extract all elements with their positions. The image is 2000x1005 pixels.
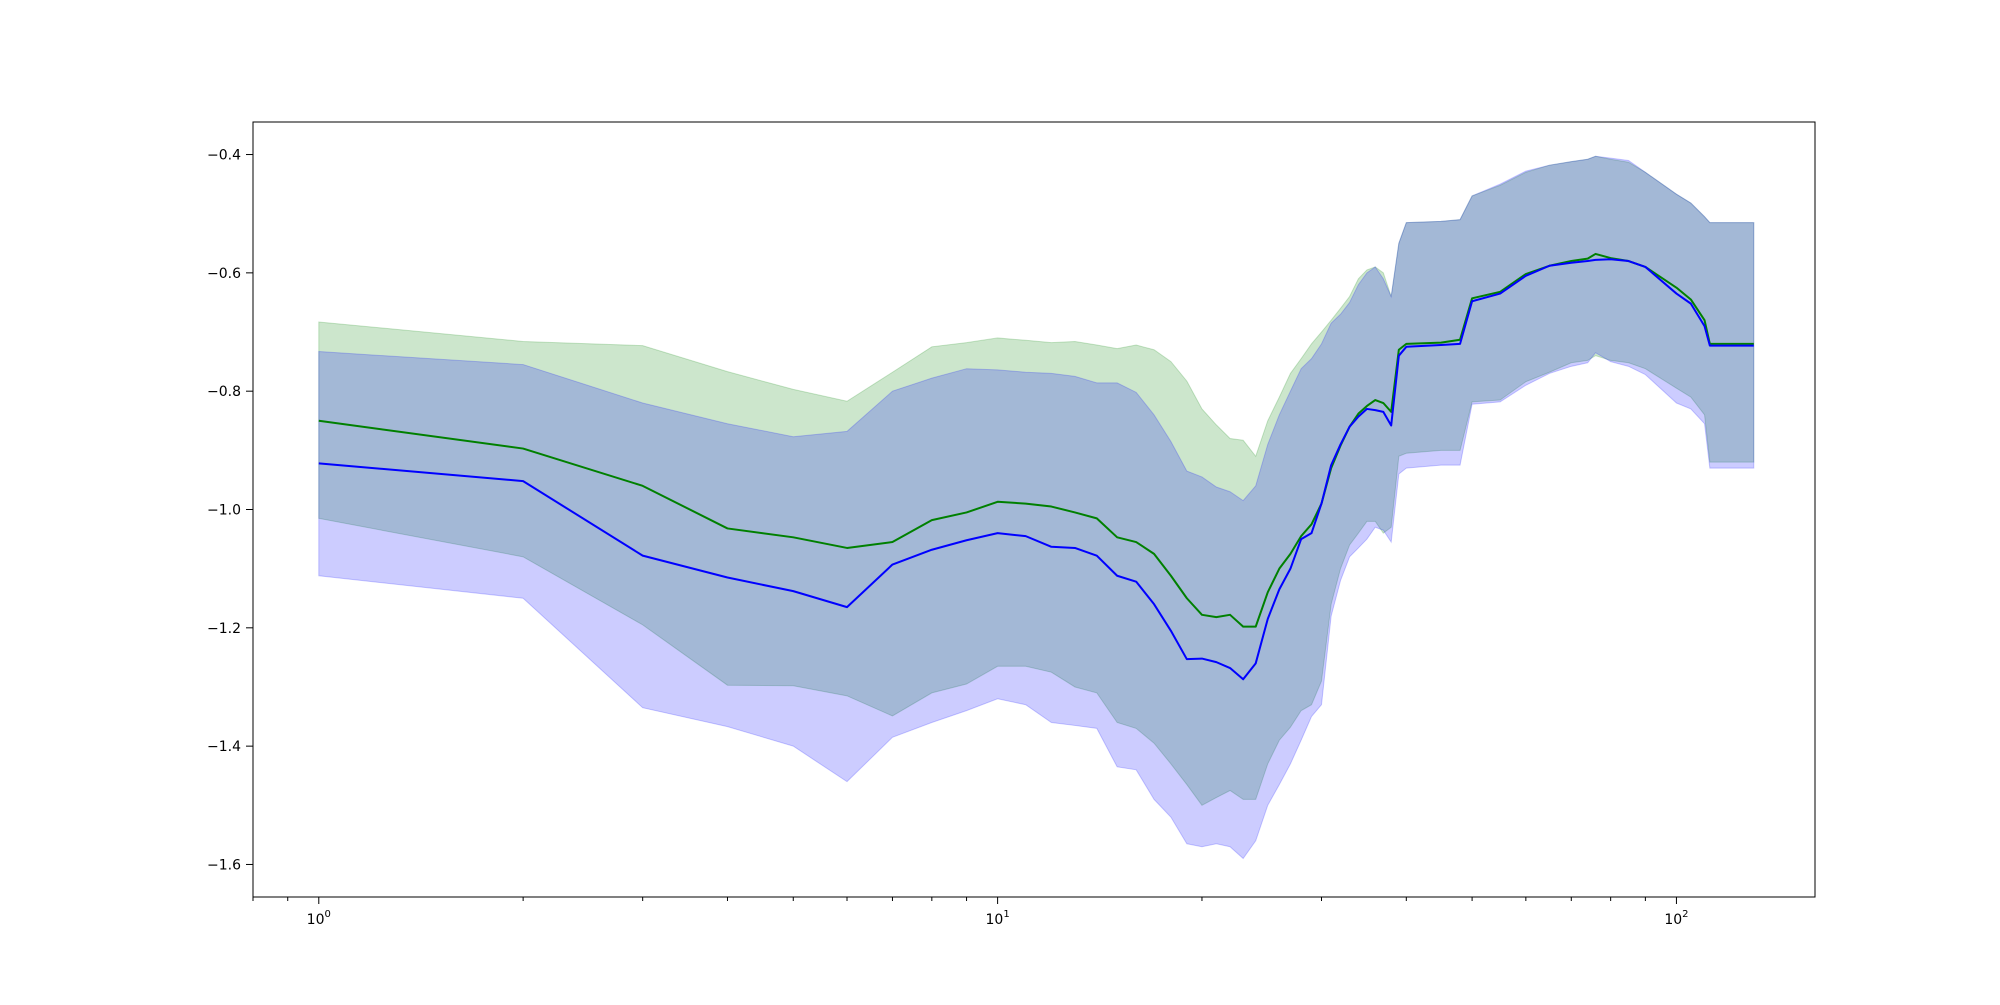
- y-axis: −0.4 −0.6 −0.8 −1.0 −1.2 −1.4 −1.6: [207, 148, 253, 873]
- x-tick-label: 101: [986, 909, 1010, 928]
- series-lines: [318, 252, 1754, 681]
- y-tick-label: −1.4: [207, 739, 241, 755]
- x-axis: 100 101 102: [252, 897, 1689, 928]
- y-tick-label: −0.6: [207, 266, 241, 282]
- y-tick-label: −1.2: [207, 621, 241, 637]
- series-1-band: [318, 155, 1755, 806]
- y-tick-label: −0.4: [207, 148, 241, 164]
- y-tick-label: −1.0: [207, 503, 241, 519]
- x-tick-label: 102: [1664, 909, 1688, 928]
- x-tick-label: 100: [307, 909, 331, 928]
- y-tick-label: −1.6: [207, 857, 241, 873]
- y-tick-label: −0.8: [207, 384, 241, 400]
- series-2-band: [318, 155, 1755, 860]
- series-2-line: [318, 258, 1754, 681]
- series-1-line: [318, 252, 1754, 628]
- confidence-bands: [318, 155, 1755, 860]
